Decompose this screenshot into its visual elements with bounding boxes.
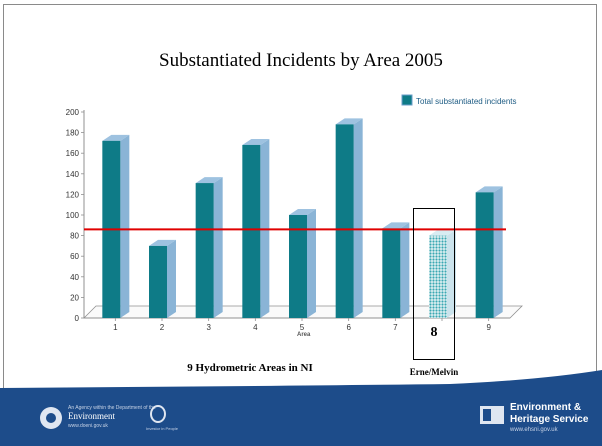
doe-url: www.doeni.gov.uk xyxy=(68,423,108,429)
y-tick-label: 60 xyxy=(70,252,79,261)
bars xyxy=(102,118,503,318)
bar-7 xyxy=(382,228,401,318)
investor-logo: Investor in People xyxy=(142,405,182,435)
y-tick-label: 20 xyxy=(70,293,79,302)
y-tick-label: 160 xyxy=(66,149,80,158)
bar-2 xyxy=(149,245,167,318)
ehs-name-line2: Heritage Service xyxy=(510,414,589,425)
slide-title: Substantiated Incidents by Area 2005 xyxy=(159,50,443,71)
ehs-logo: Environment & Heritage Service www.ehsni… xyxy=(480,400,600,440)
ring-icon xyxy=(150,405,166,423)
bar-top xyxy=(242,138,270,145)
x-tick-label: 5 xyxy=(300,323,305,332)
bar-top xyxy=(429,229,456,236)
x-tick-label: 2 xyxy=(160,323,165,332)
bar-top xyxy=(289,209,316,215)
bar-8 xyxy=(429,235,447,318)
legend: Total substantiated incidents xyxy=(401,94,517,106)
bar-side xyxy=(307,209,316,318)
ehs-building-icon xyxy=(480,406,504,424)
bar-top xyxy=(149,239,176,246)
highlight-box xyxy=(413,208,455,360)
bar-side xyxy=(493,186,503,318)
bar-side xyxy=(213,177,223,318)
doe-logo: An Agency within the Department of the E… xyxy=(40,403,170,433)
y-tick-label: 200 xyxy=(66,108,80,117)
bar-side xyxy=(167,239,176,318)
bar-9 xyxy=(475,192,494,318)
investor-caption: Investor in People xyxy=(145,426,179,431)
x-tick-label: 4 xyxy=(253,323,258,332)
legend-label: Total substantiated incidents xyxy=(416,97,517,106)
bar-top xyxy=(382,222,410,229)
y-tick-label: 140 xyxy=(66,170,80,179)
bar-5 xyxy=(289,215,307,318)
y-tick-label: 80 xyxy=(70,232,79,241)
x-tick-label: 1 xyxy=(113,323,118,332)
ehs-name-line1: Environment & xyxy=(510,402,582,413)
y-tick-label: 0 xyxy=(75,314,80,323)
highlight-name: Erne/Melvin xyxy=(409,367,459,377)
bar-3 xyxy=(195,183,214,318)
x-tick-label: 3 xyxy=(206,323,211,332)
ehs-url: www.ehsni.gov.uk xyxy=(510,427,558,433)
bar-side xyxy=(400,222,410,318)
doe-name: Environment xyxy=(68,411,115,421)
bar-top xyxy=(335,118,363,125)
x-axis-label: Area xyxy=(297,332,311,338)
bar-side xyxy=(120,134,130,318)
chart-caption: 9 Hydrometric Areas in NI xyxy=(187,362,313,374)
bar-side xyxy=(447,229,456,318)
y-tick-label: 100 xyxy=(66,211,80,220)
x-tick-label: 7 xyxy=(393,323,398,332)
doe-agency-text: An Agency within the Department of the xyxy=(68,405,156,411)
bar-6 xyxy=(335,124,354,318)
y-tick-label: 120 xyxy=(66,190,80,199)
bar-side xyxy=(353,118,363,318)
bar-top xyxy=(195,177,223,184)
x-tick-label: 6 xyxy=(346,323,351,332)
bar-top xyxy=(475,186,503,193)
bar-top xyxy=(102,134,130,141)
legend-swatch xyxy=(401,94,413,106)
highlight-number: 8 xyxy=(430,325,438,340)
y-tick-label: 180 xyxy=(66,129,80,138)
x-tick-label: 9 xyxy=(486,323,491,332)
doe-crest-icon xyxy=(40,407,62,429)
bar-4 xyxy=(242,144,261,318)
y-tick-label: 40 xyxy=(70,273,79,282)
